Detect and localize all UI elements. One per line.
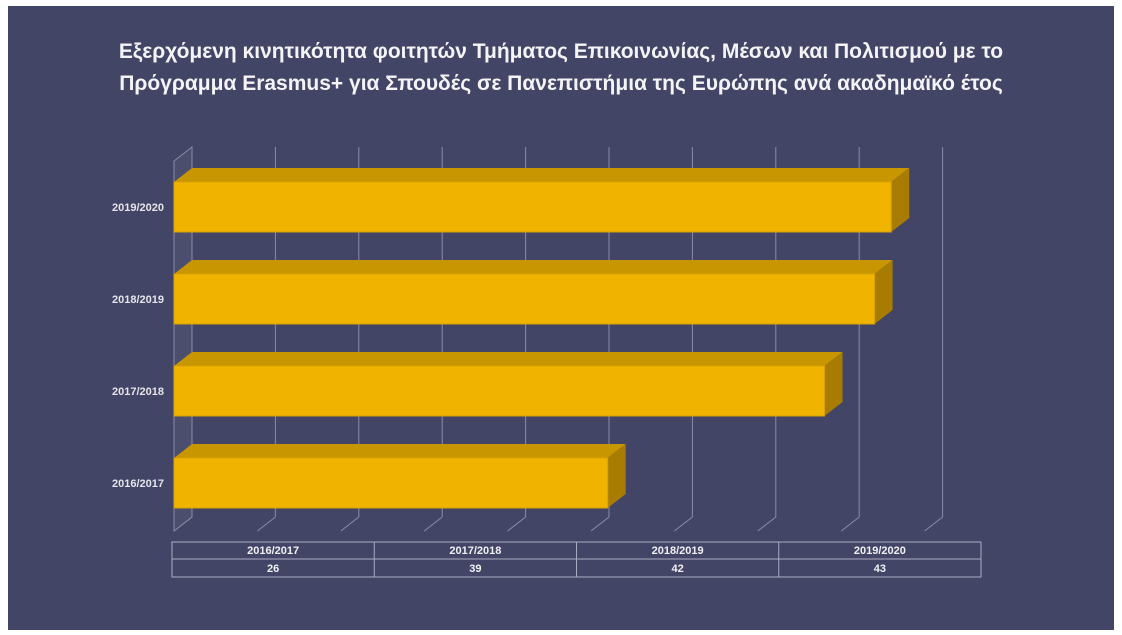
- bar-front-face: [173, 457, 609, 509]
- bar-top-face: [174, 168, 910, 182]
- data-table-header: 2016/2017: [247, 545, 299, 557]
- category-label: 2016/2017: [112, 478, 164, 490]
- data-table-header: 2018/2019: [652, 545, 704, 557]
- gridline-floor: [507, 516, 526, 532]
- bar-top-face: [174, 444, 626, 458]
- bar-side-face: [891, 168, 910, 232]
- gridline-floor: [590, 516, 610, 532]
- chart-title: Εξερχόμενη κινητικότητα φοιτητών Τμήματο…: [8, 36, 1114, 100]
- bar: [173, 444, 626, 509]
- category-labels: 2016/2017 2017/2018 2018/2019 2019/2020: [112, 202, 164, 490]
- category-label: 2019/2020: [112, 202, 164, 214]
- bar-chart: 2016/2017 2017/2018 2018/2019 2019/2020 201…: [112, 145, 982, 578]
- chart-title-line-1: Εξερχόμενη κινητικότητα φοιτητών Τμήματο…: [118, 40, 1004, 63]
- bars: [173, 168, 910, 509]
- gridline-floor: [840, 516, 860, 532]
- chart-slide: Εξερχόμενη κινητικότητα φοιτητών Τμήματο…: [8, 6, 1114, 630]
- bar-front-face: [173, 365, 826, 417]
- bar-side-face: [607, 444, 626, 508]
- data-table-header: 2017/2018: [449, 545, 501, 557]
- data-table-value: 42: [672, 563, 684, 575]
- bar: [173, 168, 910, 233]
- bar-front-face: [173, 181, 892, 233]
- data-table-value: 39: [469, 563, 481, 575]
- bar-top-face: [174, 352, 843, 366]
- gridline-floor: [340, 516, 360, 532]
- bar-front-face: [173, 273, 876, 325]
- chart-title-line-2: Πρόγραμμα Erasmus+ για Σπουδές σε Πανεπι…: [119, 72, 1003, 95]
- category-label: 2018/2019: [112, 294, 164, 306]
- data-table: 2016/2017 26 2017/2018 39 2018/2019 42 2019/20…: [171, 541, 982, 578]
- gridline-floor: [674, 516, 693, 532]
- gridline-floor: [924, 516, 943, 532]
- gridline-floor: [757, 516, 777, 532]
- bar-side-face: [874, 260, 893, 324]
- gridline-floor: [257, 516, 276, 532]
- bar: [173, 260, 893, 325]
- gridline-floor: [423, 516, 443, 532]
- data-table-value: 43: [874, 563, 886, 575]
- bar: [173, 352, 843, 417]
- data-table-value: 26: [267, 563, 279, 575]
- category-label: 2017/2018: [112, 386, 164, 398]
- bar-side-face: [824, 352, 843, 416]
- bar-top-face: [174, 260, 893, 274]
- data-table-header: 2019/2020: [854, 545, 906, 557]
